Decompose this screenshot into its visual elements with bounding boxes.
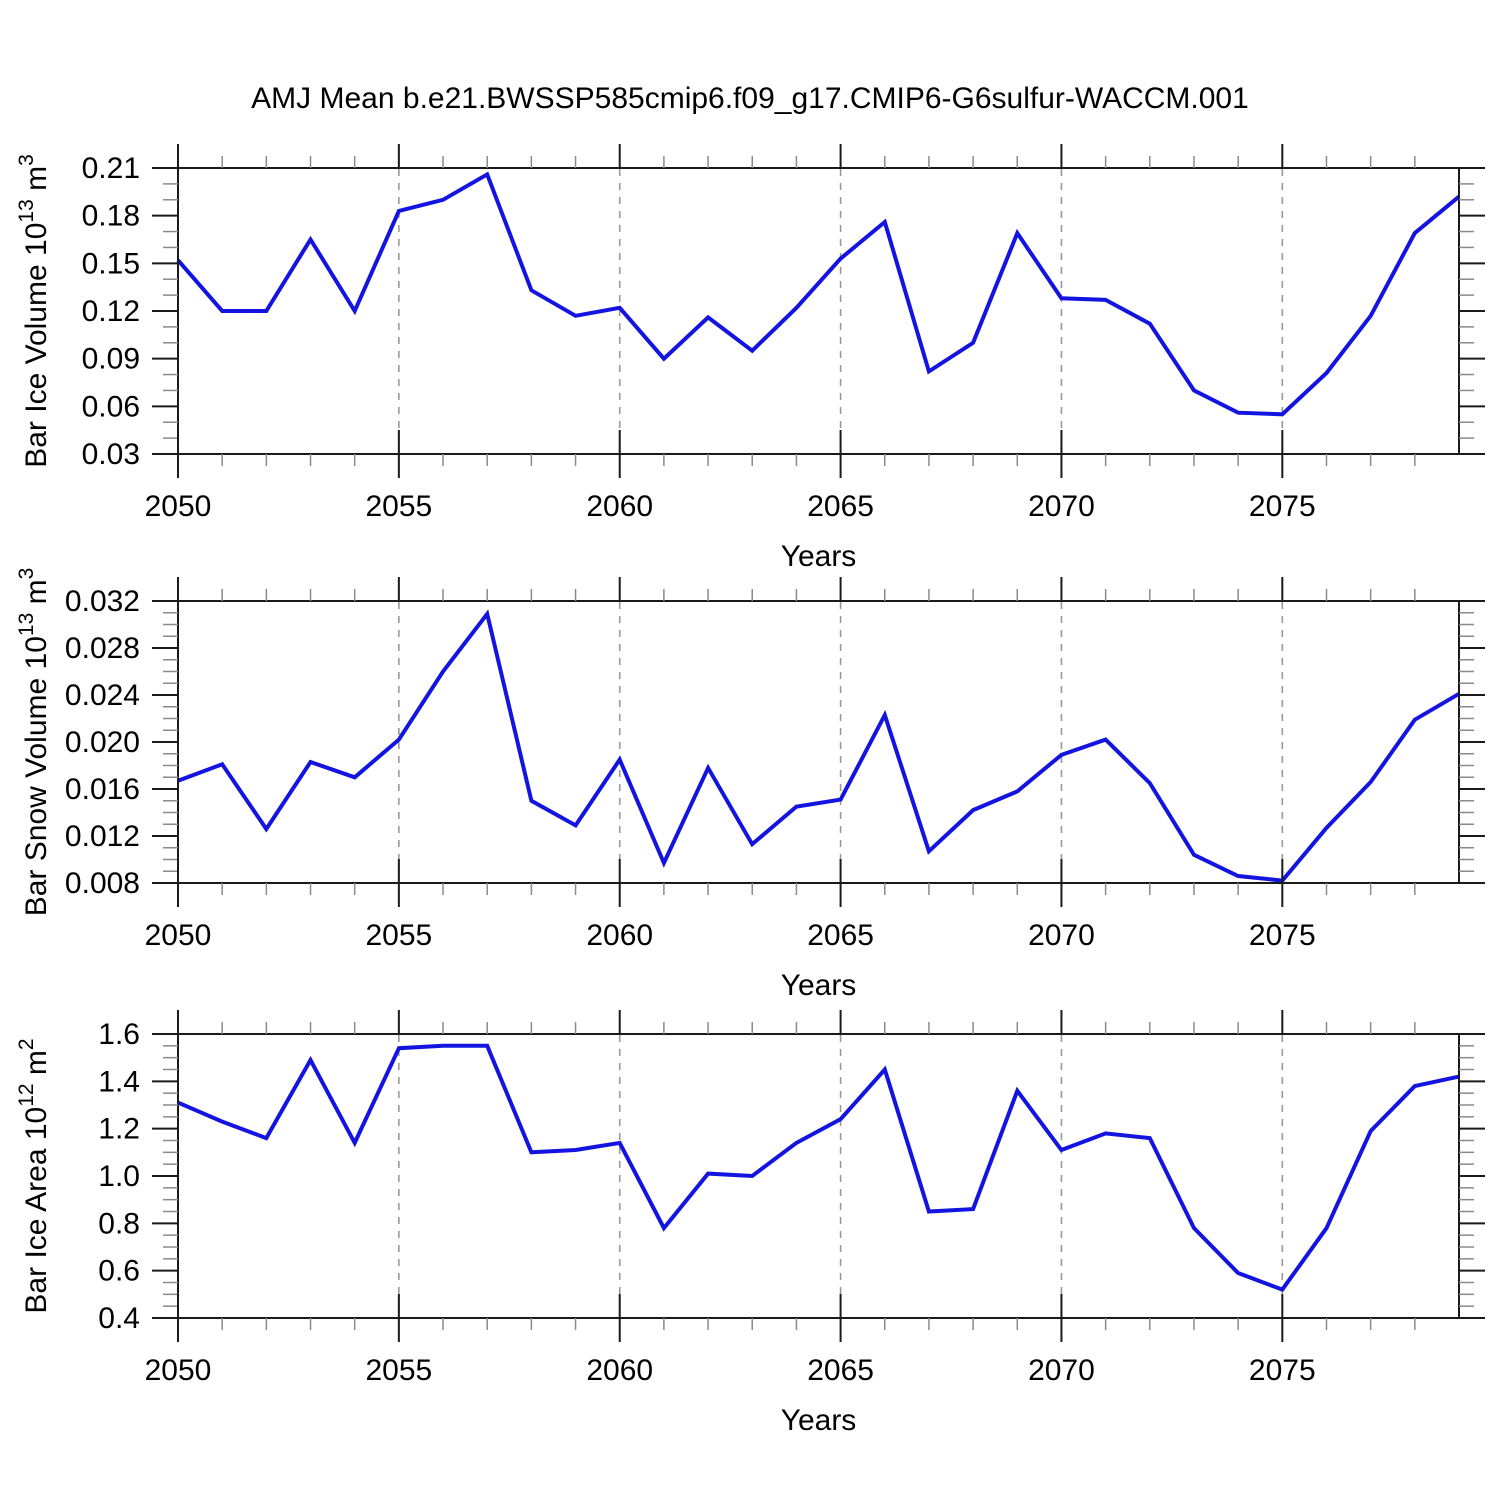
x-tick-label: 2070 [1028,919,1095,952]
y-tick-label: 0.15 [82,247,140,280]
x-tick-label: 2055 [365,1354,432,1387]
x-tick-label: 2060 [586,490,653,523]
plot-frame [177,167,1460,455]
y-tick-label: 1.6 [98,1018,140,1051]
x-tick-label: 2060 [586,1354,653,1387]
y-axis-title: Bar Ice Volume 1013 m3 [15,154,53,468]
panel-snow-volume: 0.008 0.012 0.016 0.020 0.024 0.028 0.032 2050 2… [15,568,1485,1002]
plot-frame [177,1033,1460,1319]
x-tick-label: 2050 [145,1354,212,1387]
x-tick-label: 2075 [1249,1354,1316,1387]
y-tick-label: 0.012 [65,820,140,853]
figure-title: AMJ Mean b.e21.BWSSP585cmip6.f09_g17.CMI… [251,82,1249,115]
plot-frame [177,600,1460,884]
x-tick-label: 2055 [365,919,432,952]
line-ice-volume [176,171,1461,417]
panel-ice-volume: 0.03 0.06 0.09 0.12 0.15 0.18 0.21 2050 2055 2060… [15,144,1485,573]
x-tick-label: 2055 [365,490,432,523]
y-tick-label: 0.032 [65,585,140,618]
y-axis-title: Bar Ice Area 1012 m2 [15,1038,53,1313]
x-tick-label: 2070 [1028,490,1095,523]
panel-ice-area: 0.4 0.6 0.8 1.0 1.2 1.4 1.6 2050 2055 2060 2065 207… [15,1010,1485,1437]
x-tick-label: 2065 [807,1354,874,1387]
line-ice-area [177,1043,1460,1293]
x-tick-label: 2075 [1249,919,1316,952]
y-tick-label: 0.016 [65,773,140,806]
y-tick-label: 0.06 [82,390,140,423]
x-tick-label: 2065 [807,490,874,523]
x-tick-label: 2070 [1028,1354,1095,1387]
y-tick-label: 0.028 [65,632,140,665]
line-snow-volume [177,609,1461,883]
x-tick-label: 2065 [807,919,874,952]
y-tick-label: 0.020 [65,726,140,759]
y-tick-label: 0.18 [82,200,140,233]
x-tick-label: 2050 [145,490,212,523]
y-tick-label: 1.4 [98,1065,140,1098]
y-tick-label: 0.008 [65,867,140,900]
x-tick-label: 2075 [1249,490,1316,523]
y-tick-label: 1.0 [98,1160,140,1193]
x-tick-label: 2060 [586,919,653,952]
y-tick-label: 0.4 [98,1302,140,1335]
x-axis-title: Years [781,1404,857,1437]
y-tick-label: 1.2 [98,1113,140,1146]
y-tick-label: 0.8 [98,1207,140,1240]
y-tick-label: 0.09 [82,343,140,376]
x-axis-title: Years [781,540,857,573]
y-tick-label: 0.03 [82,438,140,471]
y-tick-label: 0.12 [82,295,140,328]
y-axis-title: Bar Snow Volume 1013 m3 [15,568,53,917]
y-tick-label: 0.024 [65,679,140,712]
x-tick-label: 2050 [145,919,212,952]
y-tick-label: 0.21 [82,152,140,185]
x-axis-title: Years [781,969,857,1002]
y-tick-label: 0.6 [98,1255,140,1288]
